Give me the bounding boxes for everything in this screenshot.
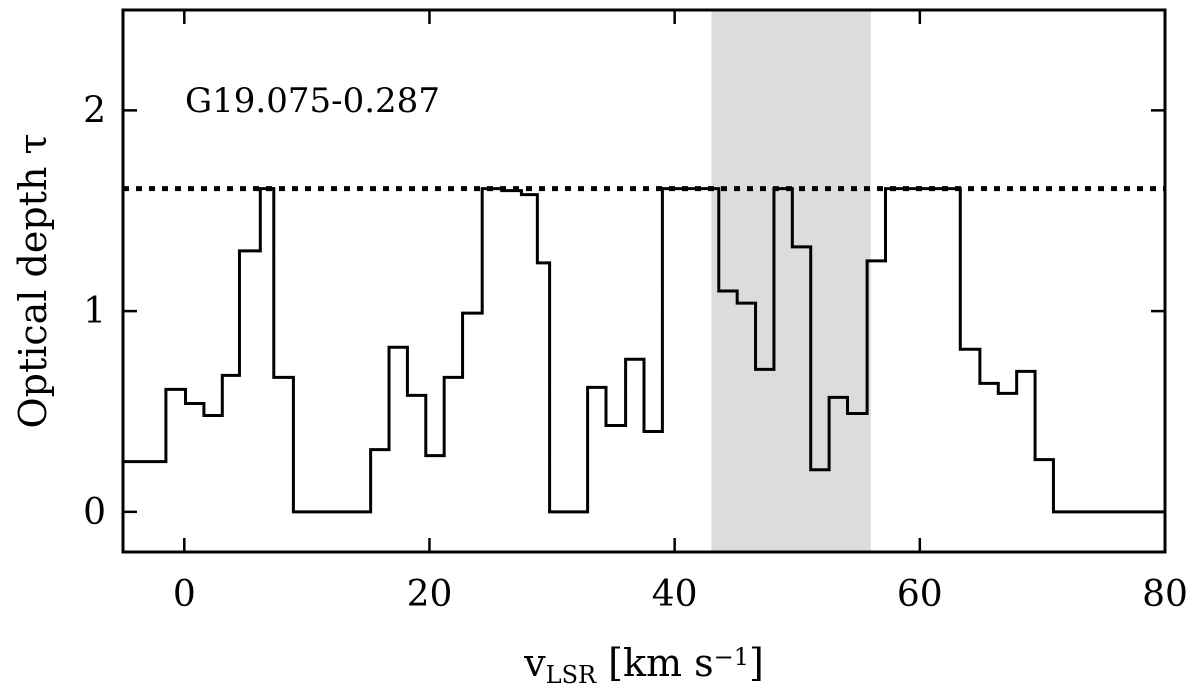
source-label: G19.075-0.287 — [185, 81, 440, 121]
x-tick-label: 0 — [173, 574, 196, 615]
y-tick-label: 0 — [83, 492, 106, 533]
x-axis-label-exponent: −1 — [714, 643, 749, 671]
tick-labels: 0 20 40 60 80 0 1 2 — [83, 90, 1188, 615]
x-tick-label: 80 — [1142, 574, 1188, 615]
x-tick-label: 40 — [652, 574, 698, 615]
x-axis-label-sub: LSR — [546, 661, 597, 689]
x-axis-label-unit: [km s — [596, 641, 714, 685]
y-tick-label: 1 — [83, 291, 106, 332]
x-axis-label-main: v — [523, 641, 546, 685]
x-tick-label: 20 — [407, 574, 453, 615]
plot-frame — [121, 8, 1167, 554]
x-axis-label: vLSR [km s−1] — [523, 641, 764, 689]
optical-depth-step-line — [123, 187, 1165, 514]
x-tick-label: 60 — [897, 574, 943, 615]
shaded-velocity-region — [711, 10, 871, 552]
y-tick-label: 2 — [83, 90, 106, 131]
x-axis-label-close: ] — [749, 641, 764, 685]
y-axis-label: Optical depth τ — [11, 133, 55, 428]
